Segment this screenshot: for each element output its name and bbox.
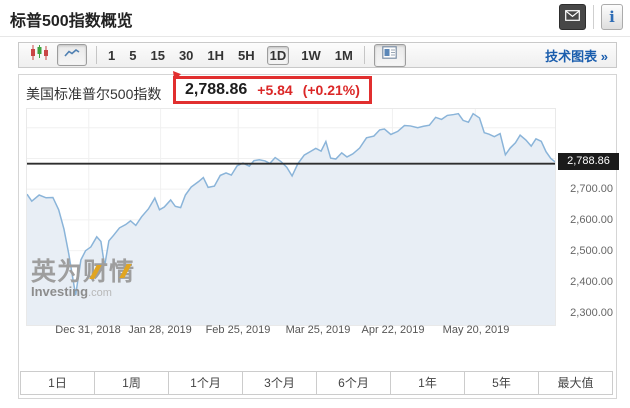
watermark-logo-text: Investing.com — [31, 284, 112, 300]
price-change: +5.84 — [257, 82, 293, 98]
envelope-icon — [565, 8, 580, 26]
chart-plot-area[interactable] — [26, 108, 556, 326]
news-layout-icon — [382, 46, 398, 64]
candlestick-icon — [30, 44, 49, 66]
y-axis-label: 2,300.00 — [570, 307, 613, 319]
x-axis-label: Mar 25, 2019 — [285, 324, 351, 336]
range-buttons-bar: 1日 1周 1个月 3个月 6个月 1年 5年 最大值 — [20, 371, 613, 395]
range-button-3[interactable]: 3个月 — [242, 372, 316, 394]
range-button-4[interactable]: 6个月 — [316, 372, 390, 394]
interval-button-1d[interactable]: 1D — [266, 45, 290, 65]
x-axis-label: Dec 31, 2018 — [55, 324, 121, 336]
technical-chart-link[interactable]: 技术图表 » — [545, 48, 608, 64]
mail-alert-button[interactable] — [559, 4, 586, 30]
watermark: 英为财情 Investing.com — [31, 259, 135, 300]
chart-card: 美国标准普尔500指数 2,788.86 +5.84 (+0.21%) 英为财情… — [18, 71, 619, 399]
y-axis-label: 2,400.00 — [570, 276, 613, 288]
interval-button-30[interactable]: 30 — [178, 47, 194, 63]
range-button-5[interactable]: 1年 — [390, 372, 464, 394]
line-chart-icon — [64, 46, 80, 64]
price-highlight-box: 2,788.86 +5.84 (+0.21%) — [173, 71, 372, 104]
range-button-6[interactable]: 5年 — [464, 372, 538, 394]
interval-button-1m[interactable]: 1M — [334, 47, 353, 63]
line-chart-button[interactable] — [57, 44, 87, 66]
interval-button-1h[interactable]: 1H — [207, 47, 225, 63]
last-price: 2,788.86 — [185, 81, 248, 98]
interval-button-1[interactable]: 1 — [108, 47, 116, 63]
price-area-chart — [27, 109, 555, 325]
range-button-0[interactable]: 1日 — [48, 376, 67, 390]
interval-button-5[interactable]: 5 — [129, 47, 137, 63]
last-price-tag: 2,788.86 — [558, 153, 619, 170]
x-axis: Dec 31, 2018 Jan 28, 2019 Feb 25, 2019 Mar … — [26, 324, 556, 338]
info-icon: i — [609, 8, 615, 26]
x-axis-label: Feb 25, 2019 — [205, 324, 271, 336]
x-axis-label: May 20, 2019 — [442, 324, 510, 336]
toolbar-separator — [363, 46, 365, 64]
chart-toolbar: 1 5 15 30 1H 5H 1D 1W 1M 技术图表 » — [18, 42, 617, 68]
interval-button-1w[interactable]: 1W — [301, 47, 321, 63]
y-axis-label: 2,700.00 — [570, 183, 613, 195]
range-button-1[interactable]: 1周 — [94, 372, 168, 394]
price-change-percent: (+0.21%) — [302, 82, 360, 98]
toolbar-separator — [96, 46, 97, 64]
instrument-name: 美国标准普尔500指数 — [26, 86, 162, 102]
interval-button-15[interactable]: 15 — [150, 47, 165, 63]
watermark-cn: 英为财情 — [31, 258, 136, 286]
info-button[interactable]: i — [601, 4, 623, 30]
range-button-7[interactable]: 最大值 — [538, 372, 612, 394]
x-axis-label: Jan 28, 2019 — [128, 324, 192, 336]
interval-buttons: 1 5 15 30 1H 5H 1D 1W 1M — [106, 45, 355, 65]
header-divider — [0, 36, 630, 37]
y-axis-label: 2,600.00 — [570, 214, 613, 226]
highlight-flag-icon — [173, 71, 181, 80]
y-axis-label: 2,500.00 — [570, 245, 613, 257]
range-button-2[interactable]: 1个月 — [168, 372, 242, 394]
x-axis-label: Apr 22, 2019 — [361, 324, 425, 336]
page-title: 标普500指数概览 — [10, 13, 133, 30]
y-axis: 2,700.00 2,600.00 2,500.00 2,400.00 2,300.00 — [556, 108, 613, 326]
interval-button-5h[interactable]: 5H — [238, 47, 255, 63]
title-divider-bar — [593, 5, 594, 29]
candlestick-chart-button[interactable] — [27, 45, 52, 65]
news-layout-button[interactable] — [373, 43, 406, 67]
